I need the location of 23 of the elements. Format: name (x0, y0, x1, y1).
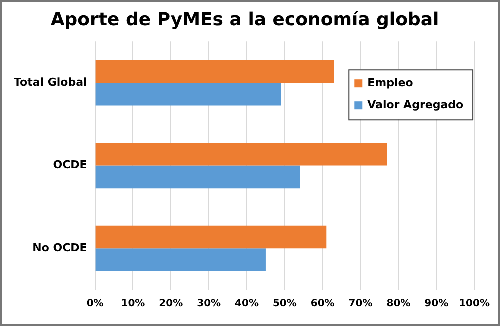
x-tick-label: 60% (310, 298, 335, 310)
x-tick-label: 90% (424, 298, 449, 310)
bar (96, 226, 327, 249)
y-tick-label: Total Global (14, 76, 88, 89)
bar (96, 83, 282, 106)
bar (96, 60, 334, 83)
legend-label: Valor Agregado (368, 98, 464, 112)
x-tick-label: 100% (459, 298, 490, 310)
y-tick-label: No OCDE (32, 241, 88, 254)
bar (96, 248, 266, 272)
x-tick-label: 10% (121, 298, 146, 310)
x-tick-label: 40% (235, 298, 259, 310)
x-tick-label: 0% (86, 298, 104, 310)
bar (96, 143, 388, 166)
x-tick-label: 80% (386, 298, 411, 310)
y-tick-label: OCDE (53, 158, 88, 172)
bar (96, 166, 300, 189)
chart-title: Aporte de PyMEs a la economía global (50, 9, 440, 30)
x-tick-label: 70% (348, 298, 373, 310)
x-tick-label: 50% (272, 298, 297, 310)
legend-label: Empleo (368, 76, 414, 90)
x-tick-label: 30% (197, 298, 222, 310)
x-tick-label: 20% (159, 298, 184, 310)
